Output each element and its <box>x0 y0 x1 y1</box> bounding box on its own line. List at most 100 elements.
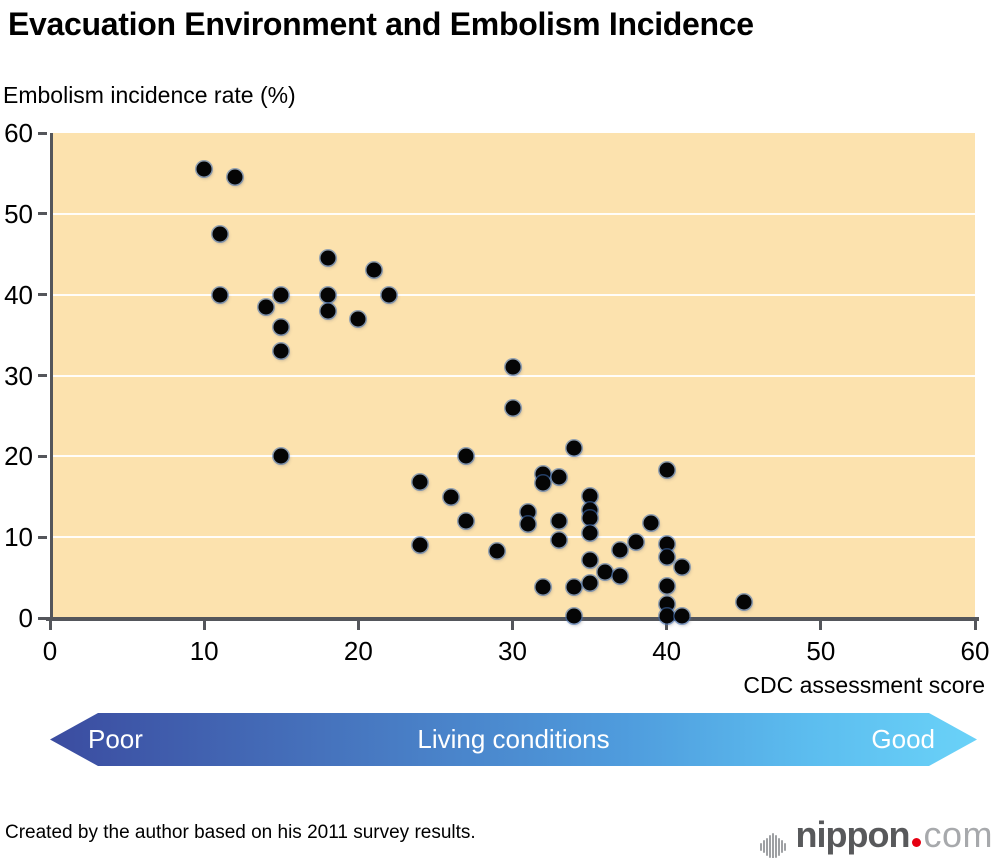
data-point <box>659 462 675 478</box>
x-tick-label-60: 60 <box>960 636 990 666</box>
data-point <box>551 513 567 529</box>
data-point <box>659 549 675 565</box>
data-point <box>196 161 212 177</box>
y-tick-40 <box>38 293 47 297</box>
y-tick-label-20: 20 <box>4 441 33 472</box>
nippon-logo-tld: com <box>923 814 993 855</box>
arrow-label-poor: Poor <box>88 724 143 754</box>
data-point <box>643 515 659 531</box>
data-point <box>535 579 551 595</box>
x-tick-label-30: 30 <box>498 636 527 666</box>
data-point <box>736 594 752 610</box>
data-point <box>273 448 289 464</box>
x-axis-title: CDC assessment score <box>743 672 985 698</box>
data-point <box>458 448 474 464</box>
plot-area <box>50 133 975 618</box>
data-point <box>458 513 474 529</box>
data-point <box>212 226 228 242</box>
data-point <box>566 579 582 595</box>
data-point <box>227 169 243 185</box>
data-point <box>381 287 397 303</box>
data-point <box>551 469 567 485</box>
gridline-y-40 <box>53 293 975 296</box>
nippon-logo: nippon com <box>759 814 993 858</box>
data-point <box>597 564 613 580</box>
data-point <box>520 504 536 520</box>
data-point <box>582 552 598 568</box>
nippon-logo-name: nippon <box>795 814 911 855</box>
y-tick-10 <box>38 535 47 539</box>
chart-title: Evacuation Environment and Embolism Inci… <box>8 6 754 42</box>
x-tick-50 <box>819 621 823 630</box>
x-tick-label-40: 40 <box>652 636 682 666</box>
data-point <box>535 475 551 491</box>
data-point <box>273 319 289 335</box>
y-tick-label-60: 60 <box>4 118 33 148</box>
gridline-y-30 <box>53 374 975 377</box>
y-tick-20 <box>38 454 47 458</box>
data-point <box>443 489 459 505</box>
y-tick-label-10: 10 <box>4 522 33 553</box>
y-axis-title: Embolism incidence rate (%) <box>3 82 296 108</box>
x-tick-10 <box>202 621 206 630</box>
x-tick-30 <box>511 621 514 630</box>
data-point <box>505 400 520 416</box>
x-tick-0 <box>48 621 52 630</box>
data-point <box>320 303 335 319</box>
data-point <box>566 608 582 624</box>
gridline-y-10 <box>53 536 975 539</box>
y-tick-label-40: 40 <box>4 279 33 310</box>
y-tick-50 <box>38 212 47 216</box>
data-point <box>582 575 598 591</box>
data-point <box>582 510 598 526</box>
data-point <box>520 516 536 532</box>
y-tick-0 <box>38 616 47 620</box>
x-tick-label-0: 0 <box>42 636 58 666</box>
x-tick-label-20: 20 <box>343 636 373 666</box>
data-point <box>566 440 582 456</box>
data-point <box>505 359 520 375</box>
x-tick-40 <box>665 621 669 630</box>
y-tick-60 <box>38 131 47 135</box>
y-tick-30 <box>38 374 47 377</box>
gridline-y-20 <box>53 455 975 458</box>
x-tick-label-50: 50 <box>806 636 836 666</box>
y-tick-label-0: 0 <box>18 603 33 633</box>
data-point <box>659 536 675 552</box>
nippon-logo-bars-icon <box>759 832 787 858</box>
x-tick-20 <box>356 621 360 630</box>
data-point <box>320 250 335 266</box>
x-axis-line <box>46 617 979 621</box>
data-point <box>212 287 228 303</box>
data-point <box>273 343 289 359</box>
data-point <box>659 608 675 624</box>
data-point <box>412 474 428 490</box>
data-point <box>320 287 335 303</box>
data-point <box>612 542 628 558</box>
data-point <box>612 568 628 584</box>
data-point <box>551 532 567 548</box>
data-point <box>674 559 690 575</box>
gridline-y-50 <box>53 212 975 215</box>
data-point <box>258 299 274 315</box>
data-point <box>350 311 366 327</box>
nippon-logo-red-dot-icon <box>912 838 922 847</box>
data-point <box>489 543 505 559</box>
data-point <box>659 578 675 594</box>
footer-credit: Created by the author based on his 2011 … <box>5 822 476 843</box>
x-tick-label-10: 10 <box>189 636 219 666</box>
data-point <box>659 596 675 612</box>
data-point <box>412 537 428 553</box>
data-point <box>582 488 598 504</box>
living-conditions-arrow: Poor Living conditions Good <box>50 713 977 766</box>
y-tick-label-30: 30 <box>4 360 33 391</box>
data-point <box>366 262 382 278</box>
y-tick-label-50: 50 <box>4 198 33 229</box>
arrow-label-good: Good <box>871 724 935 754</box>
x-tick-60 <box>973 621 977 630</box>
data-point <box>273 287 289 303</box>
arrow-label-living-conditions: Living conditions <box>417 724 610 754</box>
data-point <box>628 534 644 550</box>
data-point <box>674 608 690 624</box>
